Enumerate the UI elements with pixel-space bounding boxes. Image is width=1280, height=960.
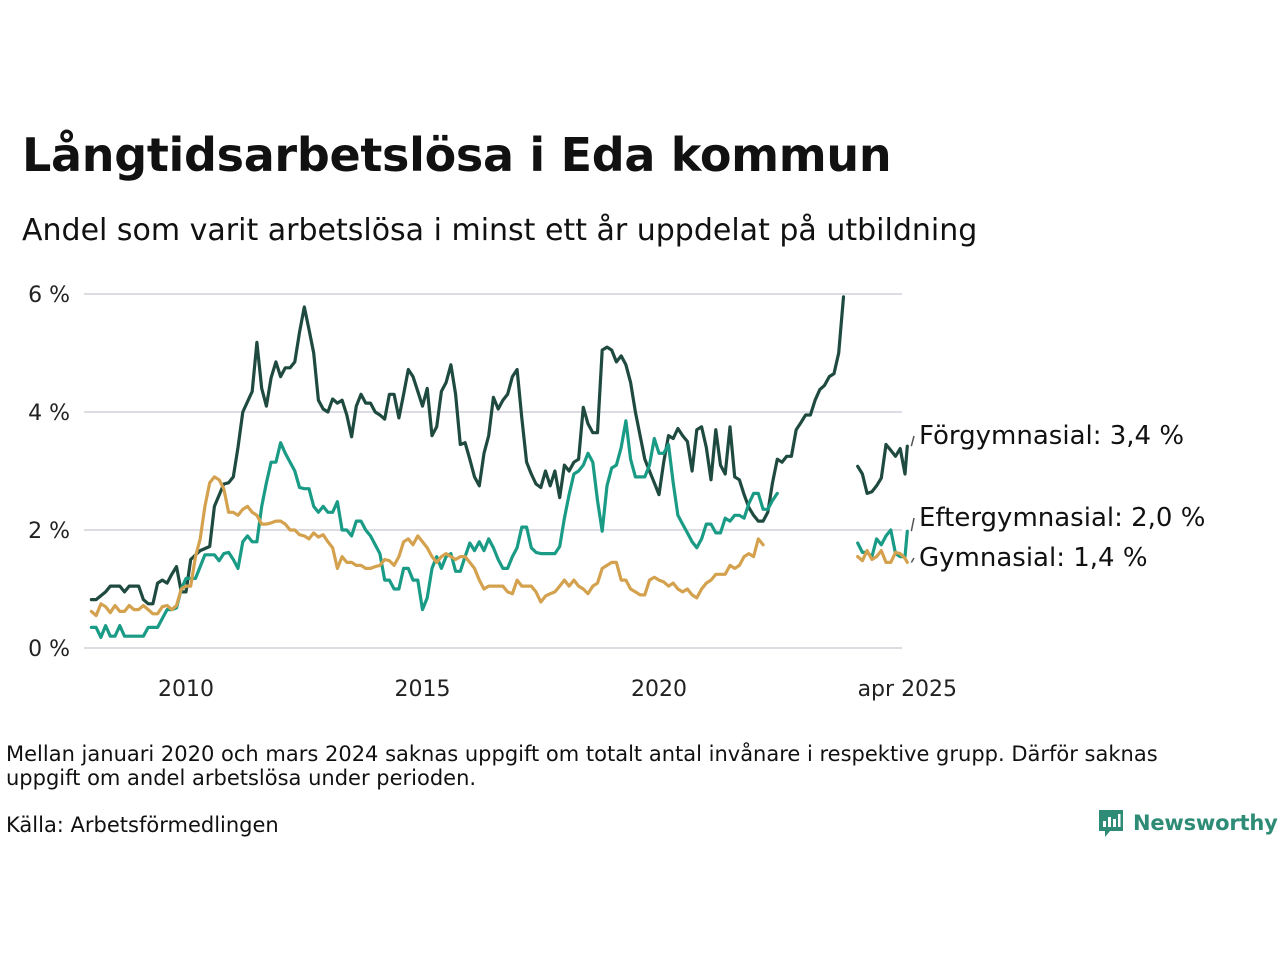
y-tick-label: 2 % [28, 519, 70, 544]
footnote: Mellan januari 2020 och mars 2024 saknas… [6, 742, 1158, 790]
series-label: Förgymnasial: 3,4 % [919, 421, 1184, 451]
chart-subtitle: Andel som varit arbetslösa i minst ett å… [22, 213, 978, 248]
series-line [856, 549, 909, 564]
series-label: Gymnasial: 1,4 % [919, 543, 1148, 573]
series-labels: Förgymnasial: 3,4 % Eftergymnasial: 2,0 %… [910, 421, 1205, 573]
label-leader-line [910, 517, 915, 532]
x-tick-label: apr 2025 [858, 677, 957, 702]
series-line [856, 442, 909, 495]
source-text: Källa: Arbetsförmedlingen [6, 813, 279, 837]
brand-name: Newsworthy [1133, 811, 1278, 835]
line-chart: 0 % 2 % 4 % 6 % 2010 2015 2020 apr 2025 Förgym… [28, 283, 1205, 702]
x-tick-label: 2015 [395, 677, 451, 702]
series-förgymnasial [89, 295, 909, 606]
chart-title: Långtidsarbetslösa i Eda kommun [22, 128, 892, 182]
series-label: Eftergymnasial: 2,0 % [919, 503, 1205, 533]
label-leader-line [910, 435, 915, 447]
series-gymnasial [89, 475, 909, 618]
label-leader-line [910, 557, 915, 563]
x-tick-label: 2010 [158, 677, 214, 702]
brand-logo: Newsworthy [1097, 808, 1278, 838]
y-tick-label: 4 % [28, 401, 70, 426]
y-tick-label: 0 % [28, 637, 70, 662]
y-tick-label: 6 % [28, 283, 70, 308]
series-line [89, 419, 779, 639]
series-line [89, 295, 846, 606]
series-layer [89, 295, 909, 639]
series-line [89, 475, 765, 618]
x-axis: 2010 2015 2020 apr 2025 [158, 677, 957, 702]
grid-layer [84, 293, 902, 649]
x-tick-label: 2020 [631, 677, 687, 702]
y-axis: 0 % 2 % 4 % 6 % [28, 283, 70, 662]
bar-chart-speech-bubble-icon [1099, 810, 1123, 837]
